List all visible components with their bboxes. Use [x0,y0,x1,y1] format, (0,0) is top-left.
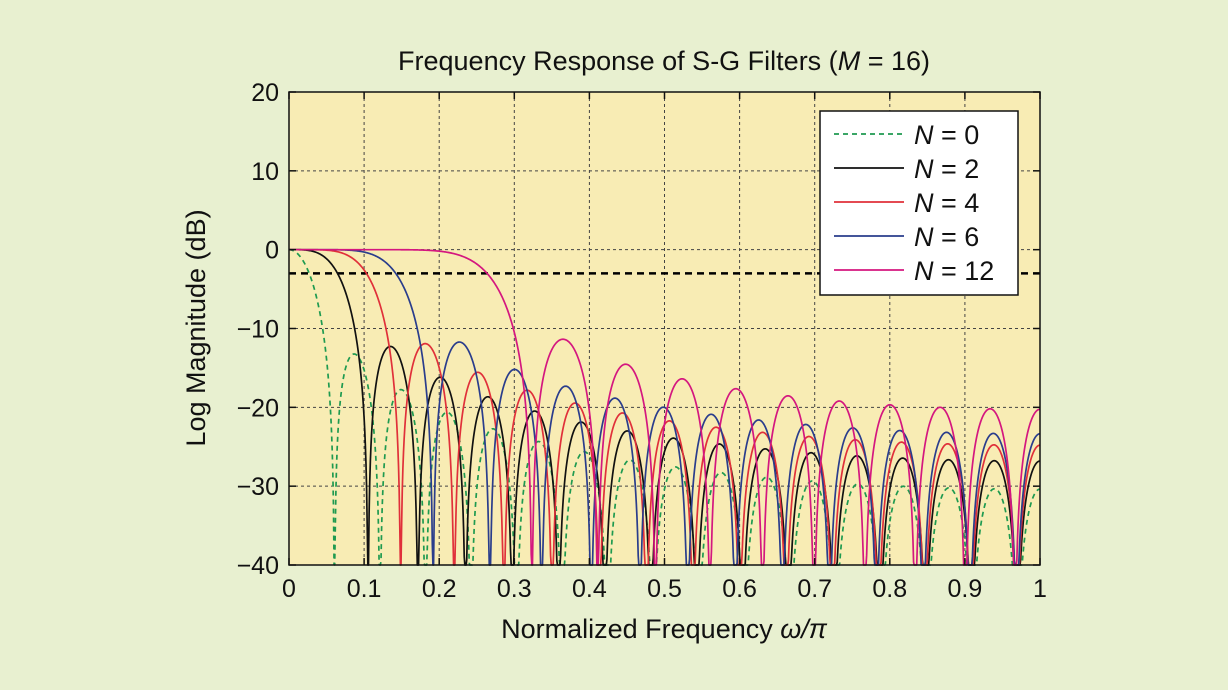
x-tick-label: 0.5 [647,575,682,603]
y-axis-label: Log Magnitude (dB) [181,209,211,446]
legend-label-n-12: N = 12 [914,256,994,286]
y-tick-label: 20 [251,79,279,107]
x-tick-label: 0.4 [572,575,607,603]
x-tick-label: 1 [1033,575,1047,603]
legend-label-n-0: N = 0 [914,120,979,150]
y-tick-label: −30 [237,473,279,501]
x-tick-label: 0 [282,575,296,603]
series-line-n-6 [288,248,1041,566]
x-tick-label: 0.8 [872,575,907,603]
legend-label-n-4: N = 4 [914,188,979,218]
y-tick-label: −10 [237,316,279,344]
y-axis-ticks: 20 10 0 −10 −20 −30 −40 [237,79,1040,580]
x-axis-label: Normalized Frequency ω/π [501,614,828,644]
legend-label-n-6: N = 6 [914,222,979,252]
x-tick-label: 0.2 [422,575,457,603]
x-tick-label: 0.7 [797,575,832,603]
x-axis-ticks: 0 0.1 0.2 0.3 0.4 0.5 0.6 0.7 0.8 0.9 1 [282,92,1047,603]
series-line-n-0 [288,248,1041,566]
chart-title: Frequency Response of S-G Filters (M = 1… [398,46,930,76]
y-tick-label: −20 [237,394,279,422]
x-tick-label: 0.1 [347,575,382,603]
x-tick-label: 0.3 [497,575,532,603]
x-tick-label: 0.9 [948,575,983,603]
y-tick-label: 10 [251,158,279,186]
series-line-n-2 [288,248,1041,566]
y-tick-label: 0 [265,237,279,265]
y-tick-label: −40 [237,552,279,580]
x-tick-label: 0.6 [722,575,757,603]
legend-label-n-2: N = 2 [914,154,979,184]
legend-box [819,110,1019,296]
legend: N = 0 N = 2 N = 4 N = 6 N = 12 [819,110,1019,296]
